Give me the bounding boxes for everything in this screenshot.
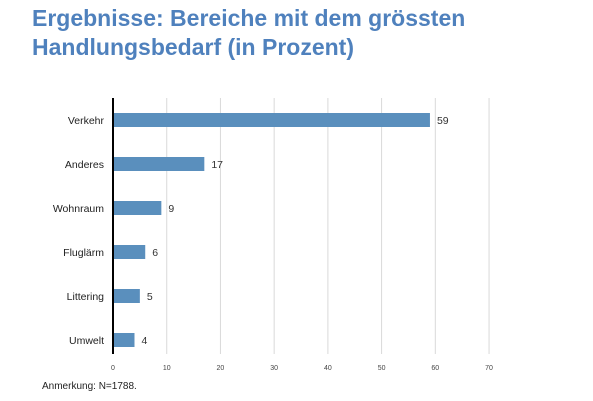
data-label: 5	[147, 291, 153, 303]
data-label: 17	[211, 159, 223, 171]
x-tick-label: 50	[378, 365, 386, 372]
category-label: Littering	[67, 291, 105, 303]
bar	[114, 157, 205, 171]
bar	[114, 289, 140, 303]
bar	[114, 113, 430, 127]
category-label: Anderes	[65, 159, 104, 171]
x-tick-label: 30	[270, 365, 278, 372]
category-label: Wohnraum	[53, 203, 104, 215]
category-label: Verkehr	[68, 115, 105, 127]
chart-title-line-1: Ergebnisse: Bereiche mit dem grössten	[32, 5, 466, 31]
x-tick-label: 70	[485, 365, 493, 372]
bar	[114, 201, 162, 215]
data-label: 59	[437, 115, 449, 127]
x-tick-label: 0	[111, 365, 115, 372]
chart-title-line-2: Handlungsbedarf (in Prozent)	[32, 34, 354, 60]
bar	[114, 245, 146, 259]
x-tick-label: 60	[431, 365, 439, 372]
chart-title: Ergebnisse: Bereiche mit dem grössten Ha…	[32, 4, 465, 62]
x-tick-label: 10	[163, 365, 171, 372]
data-label: 4	[141, 335, 147, 347]
bar	[114, 333, 135, 347]
footnote: Anmerkung: N=1788.	[42, 381, 137, 392]
category-label: Umwelt	[69, 335, 104, 347]
x-tick-label: 40	[324, 365, 332, 372]
x-tick-label: 20	[217, 365, 225, 372]
data-label: 9	[168, 203, 174, 215]
data-label: 6	[152, 247, 158, 259]
category-label: Fluglärm	[63, 247, 104, 259]
